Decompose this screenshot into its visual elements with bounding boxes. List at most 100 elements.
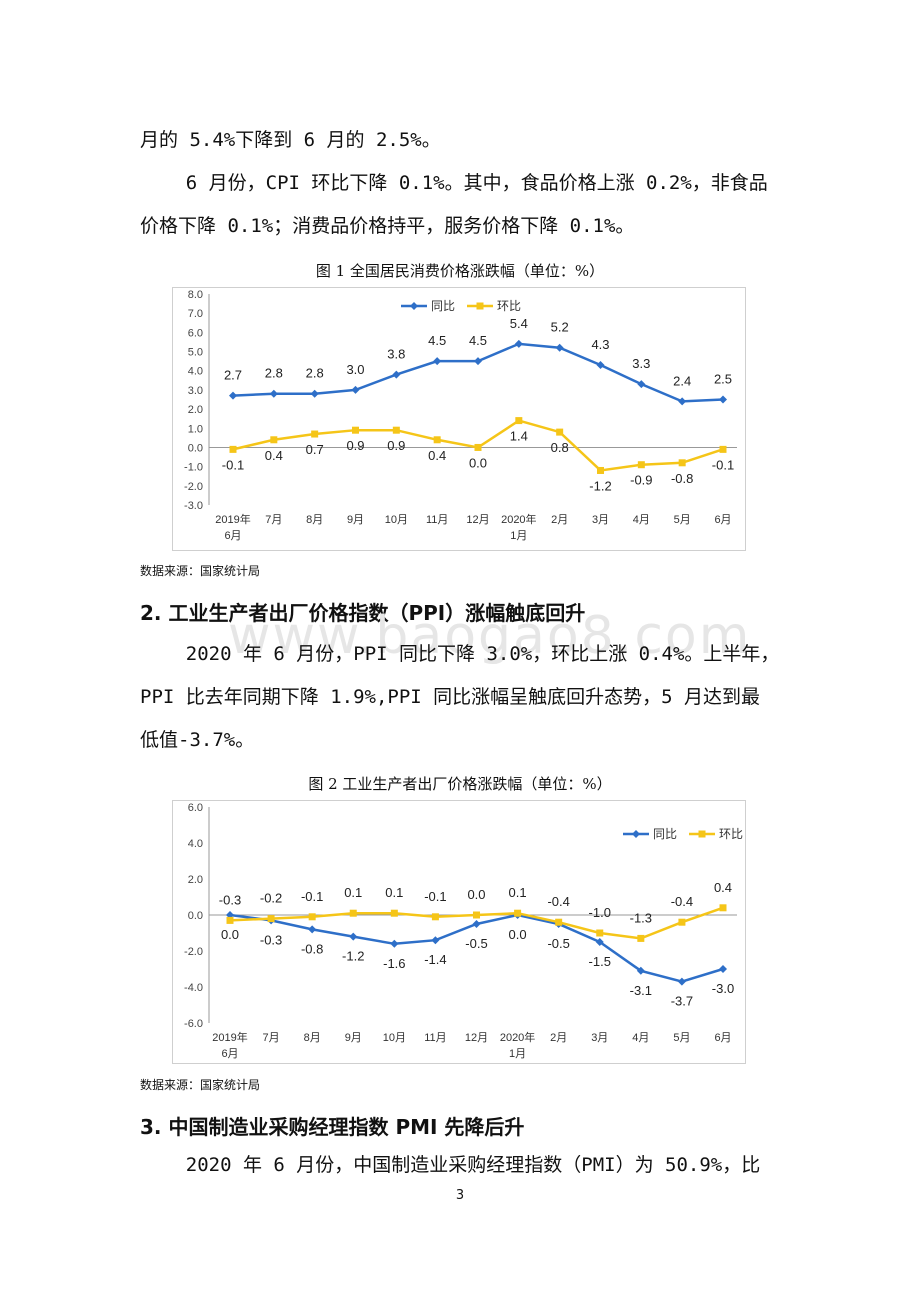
data-label: 0.4 xyxy=(265,448,283,463)
legend-label: 环比 xyxy=(497,299,521,313)
x-tick-label: 2019年 xyxy=(212,1030,247,1044)
data-point-marker xyxy=(472,920,481,928)
data-label: 0.4 xyxy=(714,880,732,895)
x-tick-label: 6月 xyxy=(221,1048,238,1060)
data-label: -0.1 xyxy=(301,889,323,904)
figure-1-chart: 8.0 7.0 6.0 5.0 4.0 3.0 2.0 1.0 0.0 -1.0 -2.0 -3.0 2… xyxy=(172,287,746,551)
data-label: 0.7 xyxy=(306,442,324,457)
x-tick-label: 12月 xyxy=(465,1032,488,1044)
data-point-marker xyxy=(310,389,319,398)
data-label: -0.9 xyxy=(630,473,652,488)
data-point-marker xyxy=(390,939,399,948)
data-label: -1.3 xyxy=(630,910,652,925)
x-tick-label: 5月 xyxy=(674,514,691,526)
data-label: -0.4 xyxy=(547,894,569,909)
data-point-marker xyxy=(514,909,522,917)
legend-marker xyxy=(476,302,484,310)
legend-marker xyxy=(698,830,706,838)
y-tick-label: 6.0 xyxy=(188,802,203,814)
data-label: 0.1 xyxy=(509,885,527,900)
data-label: 2.5 xyxy=(714,372,732,387)
data-label: 4.5 xyxy=(428,333,446,348)
y-tick-label: 4.0 xyxy=(188,838,203,850)
data-label: 4.3 xyxy=(591,337,609,352)
paragraph-line: 价格下降 0.1%；消费品价格持平，服务价格下降 0.1%。 xyxy=(140,215,635,237)
data-label: 2.8 xyxy=(265,366,283,381)
data-label: 2.7 xyxy=(224,368,242,383)
data-point-marker xyxy=(433,436,441,444)
figure-2-source: 数据来源：国家统计局 xyxy=(140,1078,261,1092)
x-tick-label: 1月 xyxy=(509,1048,526,1060)
figure-1-caption: 图 1 全国居民消费价格涨跌幅（单位：%） xyxy=(315,262,605,280)
data-point-marker xyxy=(596,929,604,937)
y-tick-label: -2.0 xyxy=(184,481,203,493)
data-point-marker xyxy=(229,445,237,453)
x-tick-label: 10月 xyxy=(383,1032,406,1044)
paragraph-line: 6 月份，CPI 环比下降 0.1%。其中，食品价格上涨 0.2%，非食品 xyxy=(140,172,768,194)
data-label: 0.9 xyxy=(387,438,405,453)
data-label: -0.8 xyxy=(671,471,693,486)
legend-label: 同比 xyxy=(431,299,455,313)
data-point-marker xyxy=(678,397,687,406)
legend-label: 环比 xyxy=(719,827,743,841)
data-label: 0.9 xyxy=(346,438,364,453)
data-label: -0.1 xyxy=(424,889,446,904)
y-tick-label: 0.0 xyxy=(188,910,203,922)
data-label: 0.0 xyxy=(469,455,487,470)
y-tick-label: 1.0 xyxy=(188,423,203,435)
data-point-marker xyxy=(678,459,686,467)
cpi-line-chart: 8.0 7.0 6.0 5.0 4.0 3.0 2.0 1.0 0.0 -1.0 -2.0 -3.0 2… xyxy=(184,289,737,542)
y-tick-label: -1.0 xyxy=(184,462,203,474)
data-point-marker xyxy=(392,370,401,379)
data-label: 3.0 xyxy=(346,362,364,377)
x-tick-label: 7月 xyxy=(265,514,282,526)
data-point-marker xyxy=(555,343,564,352)
data-label: 2.4 xyxy=(673,373,691,388)
paragraph-line: 低值-3.7%。 xyxy=(140,729,255,751)
data-point-marker xyxy=(349,909,357,917)
data-point-marker xyxy=(719,445,727,453)
figure-2-caption: 图 2 工业生产者出厂价格涨跌幅（单位：%） xyxy=(308,775,612,793)
x-tick-label: 4月 xyxy=(632,1032,649,1044)
ppi-line-chart: 6.0 4.0 2.0 0.0 -2.0 -4.0 -6.0 2019年 6月 7月 8月 9月 10月… xyxy=(184,802,743,1060)
x-tick-label: 12月 xyxy=(466,514,489,526)
data-label: -0.5 xyxy=(465,936,487,951)
x-tick-label: 6月 xyxy=(714,514,731,526)
data-point-marker xyxy=(269,389,278,398)
data-point-marker xyxy=(515,417,523,425)
data-label: -0.1 xyxy=(222,457,244,472)
data-label: -0.2 xyxy=(260,891,282,906)
paragraph-line: PPI 比去年同期下降 1.9%,PPI 同比涨幅呈触底回升态势，5 月达到最 xyxy=(140,686,761,708)
x-tick-label: 5月 xyxy=(673,1032,690,1044)
data-label: 0.1 xyxy=(344,885,362,900)
x-tick-label: 8月 xyxy=(304,1032,321,1044)
data-point-marker xyxy=(270,436,278,444)
data-point-marker xyxy=(351,385,360,394)
data-point-marker xyxy=(597,466,604,474)
data-point-marker xyxy=(719,965,727,973)
y-tick-label: -2.0 xyxy=(184,946,203,958)
data-label: -0.3 xyxy=(260,932,282,947)
data-point-marker xyxy=(431,913,439,921)
x-tick-label: 6月 xyxy=(714,1032,731,1044)
data-label: 0.1 xyxy=(385,885,403,900)
x-tick-label: 1月 xyxy=(510,530,527,542)
data-label: 0.0 xyxy=(509,927,527,942)
data-point-marker xyxy=(226,916,234,924)
data-point-marker xyxy=(556,428,564,436)
data-label: -1.2 xyxy=(589,478,611,493)
section-3-heading: 3. 中国制造业采购经理指数 PMI 先降后升 xyxy=(140,1115,525,1139)
data-label: -1.5 xyxy=(589,954,611,969)
data-label: -0.3 xyxy=(219,892,241,907)
y-tick-label: 2.0 xyxy=(188,404,203,416)
data-point-marker xyxy=(229,391,237,400)
data-point-marker xyxy=(719,904,727,912)
data-point-marker xyxy=(473,911,480,919)
y-tick-label: -3.0 xyxy=(184,500,203,512)
x-tick-label: 2020年 xyxy=(500,1030,535,1044)
x-tick-label: 6月 xyxy=(224,530,241,542)
y-tick-label: 4.0 xyxy=(188,366,203,378)
legend-marker xyxy=(632,830,640,838)
data-label: -1.4 xyxy=(424,952,446,967)
x-tick-label: 8月 xyxy=(306,514,323,526)
